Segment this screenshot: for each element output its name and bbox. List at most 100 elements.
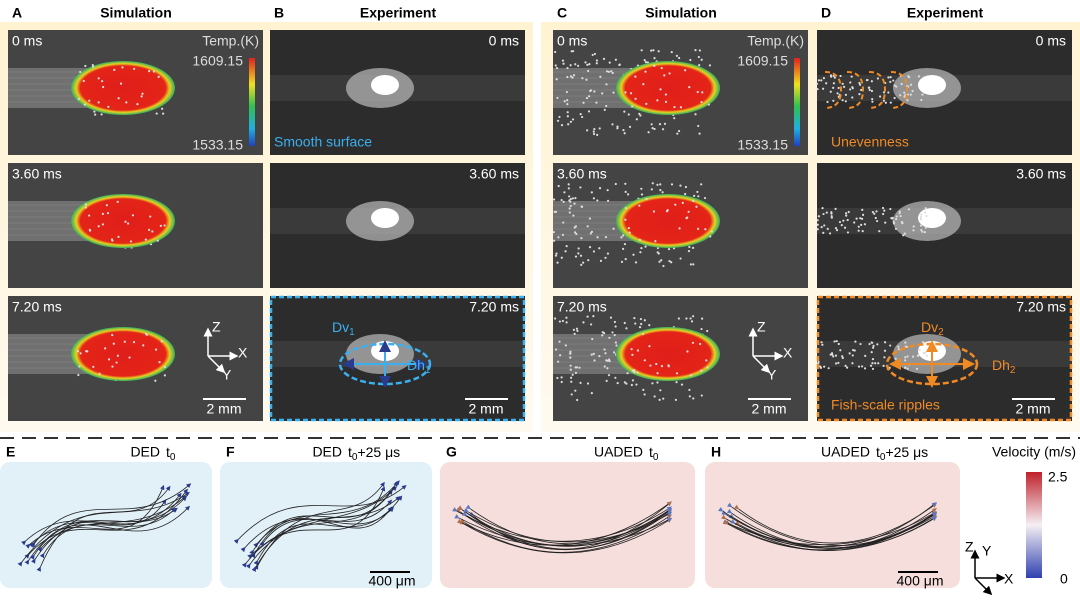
time-label: 3.60 ms [12,166,62,182]
particle [610,70,613,73]
particle [638,238,642,242]
particle [590,191,593,194]
particle [917,75,921,78]
particle [919,215,923,219]
particle [903,91,906,94]
particle [922,351,925,355]
particle [904,366,907,369]
particle [644,70,647,73]
particle [661,128,665,131]
particle [566,66,569,70]
time-label: 0 ms [489,33,519,49]
particle [587,95,591,98]
particle [659,389,662,392]
method-label: DED [312,444,342,460]
particle [924,207,927,210]
particle [675,372,679,375]
particle [911,89,914,93]
particle [98,372,101,375]
particle [887,76,890,79]
particle [79,352,82,355]
particle [924,351,927,354]
particle [835,228,839,232]
particle [614,182,617,186]
particle [569,352,572,355]
particle [612,91,615,94]
axis-label: Y [222,367,232,383]
particle [649,364,652,367]
particle [606,199,610,202]
particle [663,74,666,77]
method-label: UADED [821,444,870,460]
particle [681,201,684,204]
particle [136,103,139,106]
particle [642,388,645,392]
particle [898,210,901,213]
label-sub: 0 [880,452,886,463]
particle [893,96,896,100]
particle [97,225,100,228]
particle [920,98,923,102]
particle [696,90,699,94]
particle [847,210,850,214]
particle [853,221,856,224]
particle [870,80,873,83]
axis-label: X [238,345,248,361]
particle [565,245,568,248]
particle [648,345,651,348]
particle [605,379,608,383]
particle [552,230,555,234]
particle [569,200,572,203]
particle [895,85,898,88]
panel-letter: G [446,444,457,460]
particle [651,127,654,130]
particle [563,100,566,103]
particle [158,360,161,364]
particle [688,388,691,392]
particle [707,103,710,106]
particle [622,247,625,250]
panel-letter: D [821,5,831,21]
particle [593,52,597,56]
particle [689,374,693,377]
particle [849,88,852,91]
particle [116,200,119,203]
particle [670,261,673,264]
particle [151,230,154,233]
label-base: Dh [407,357,425,373]
label-sub: 2 [938,327,944,338]
particle [653,64,656,67]
particle [883,209,886,212]
annotation: Unevenness [831,134,909,150]
annotation: Smooth surface [274,134,372,150]
particle [891,217,894,220]
particle [83,103,87,106]
particle [817,360,820,364]
particle [606,189,609,192]
particle [876,343,879,346]
particle [574,197,577,200]
particle [132,341,136,344]
particle [572,214,575,217]
particle [556,376,559,380]
particle [857,229,860,232]
particle [580,237,583,240]
particle [899,214,902,218]
particle [640,49,643,52]
particle [569,198,572,201]
particle [631,105,634,108]
particle [133,67,136,70]
particle [599,259,603,262]
particle [679,184,682,187]
particle [586,382,590,385]
melt-core [371,208,399,228]
particle [639,317,642,321]
particle [572,74,576,77]
particle [823,365,826,368]
particle [685,317,688,320]
particle [578,366,581,369]
particle [604,352,607,355]
unevenness-arc [890,71,909,109]
particle [569,64,572,67]
particle [823,224,826,227]
